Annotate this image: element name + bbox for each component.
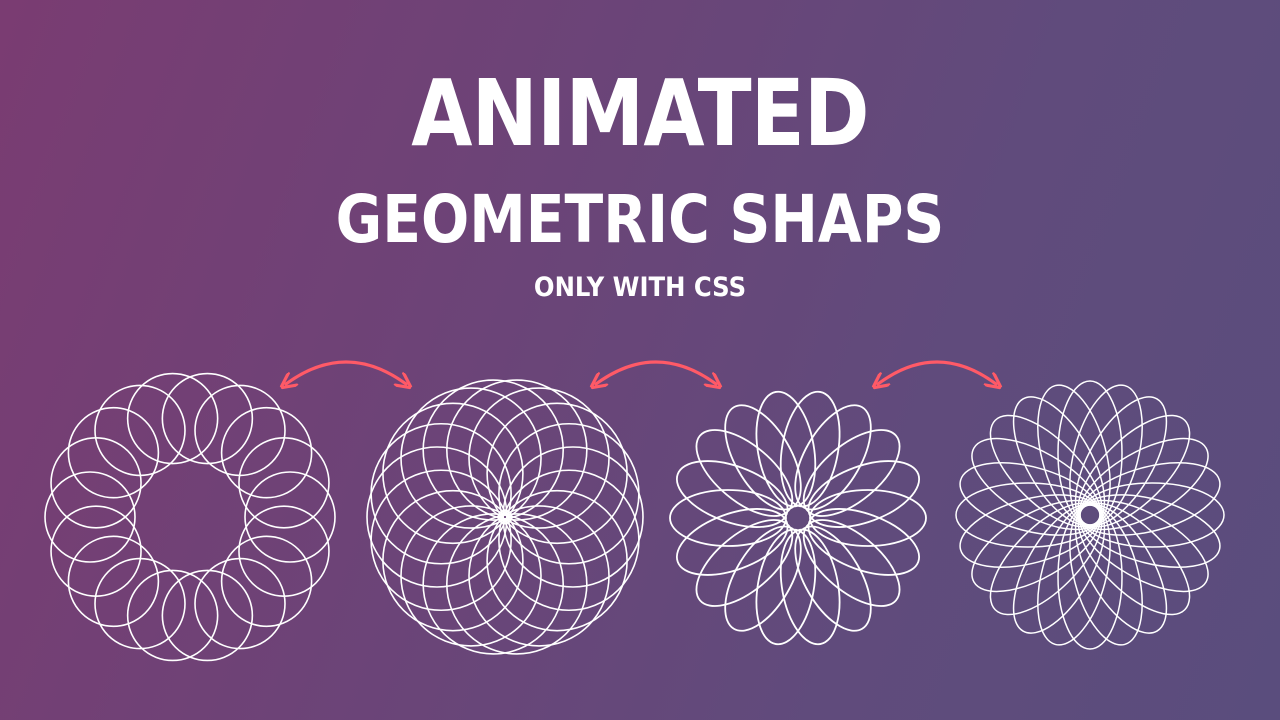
spiro-ellipse: [755, 390, 817, 508]
ring-circle: [50, 505, 142, 598]
ring-circle: [194, 384, 286, 477]
ring-circle: [67, 535, 160, 628]
title-animated: ANIMATED: [411, 60, 869, 167]
rosette-circle: [498, 422, 640, 565]
ring-circle: [238, 436, 330, 529]
rosette-circle: [422, 513, 564, 655]
spiro-ellipse: [807, 508, 921, 576]
spiro-ellipse: [669, 489, 787, 547]
ring-circle: [44, 471, 136, 563]
spiro-ellipse: [724, 404, 802, 511]
ring-circle: [94, 384, 186, 477]
swap-arrows: [286, 360, 996, 384]
rosette-circle: [400, 387, 542, 529]
swap-arrow-3-4: [878, 360, 996, 384]
swap-arrow-2-3: [596, 360, 716, 384]
subtitle-only-with-css: ONLY WITH CSS: [533, 272, 747, 303]
spiro-ellipse: [675, 508, 789, 576]
rosette-circle: [366, 446, 508, 588]
rosette-circle: [468, 505, 610, 647]
ring-circle: [220, 535, 313, 628]
spiro-ellipse: [724, 525, 802, 632]
rosette-circle: [446, 379, 588, 521]
dense-spiro-ellipse: [1079, 462, 1221, 536]
spiro-ellipse: [695, 429, 794, 517]
ring-circle: [94, 557, 186, 650]
spiro-ellipse: [794, 404, 872, 511]
rosette-circle: [486, 489, 628, 632]
swap-arrow-1-2: [286, 360, 406, 384]
spiro-ellipse: [807, 460, 921, 528]
ring-circle: [67, 406, 160, 499]
ring-circle: [161, 372, 254, 465]
ring-circle: [194, 557, 286, 650]
spiro-ellipse: [675, 460, 789, 528]
rosette-circle: [422, 379, 564, 521]
ring-of-circles-shape: [44, 372, 336, 662]
ring-circle: [50, 436, 142, 529]
spiro-ellipse: [794, 525, 872, 632]
rosette-center: [500, 512, 510, 522]
ring-circle: [126, 372, 219, 465]
spiro-ellipse: [802, 429, 901, 517]
rosette-circle: [468, 387, 610, 529]
rosette-circle: [382, 402, 524, 545]
dense-ellipse-spirograph-shape: [955, 380, 1225, 650]
ring-circle: [126, 569, 219, 662]
flower-rosette-shape: [366, 379, 644, 655]
rosette-circle: [446, 513, 588, 655]
rosette-circle: [486, 402, 628, 545]
spiro-ellipse: [755, 528, 817, 646]
ellipse-spirograph-shape: [669, 390, 927, 646]
spiro-ellipse: [809, 489, 927, 547]
rosette-circle: [370, 422, 512, 565]
ring-circle: [161, 569, 254, 662]
spiro-ellipse: [695, 519, 794, 607]
ring-circle: [238, 505, 330, 598]
ring-circle: [220, 406, 313, 499]
ring-circle: [244, 471, 336, 563]
spiro-ellipse: [802, 519, 901, 607]
rosette-circle: [498, 469, 640, 612]
rosette-circle: [400, 505, 542, 647]
spiro-ellipse: [779, 390, 841, 508]
spiro-ellipse: [779, 528, 841, 646]
rosette-circle: [502, 446, 644, 588]
title-geometric-shapes: GEOMETRIC SHAPS: [335, 181, 945, 258]
